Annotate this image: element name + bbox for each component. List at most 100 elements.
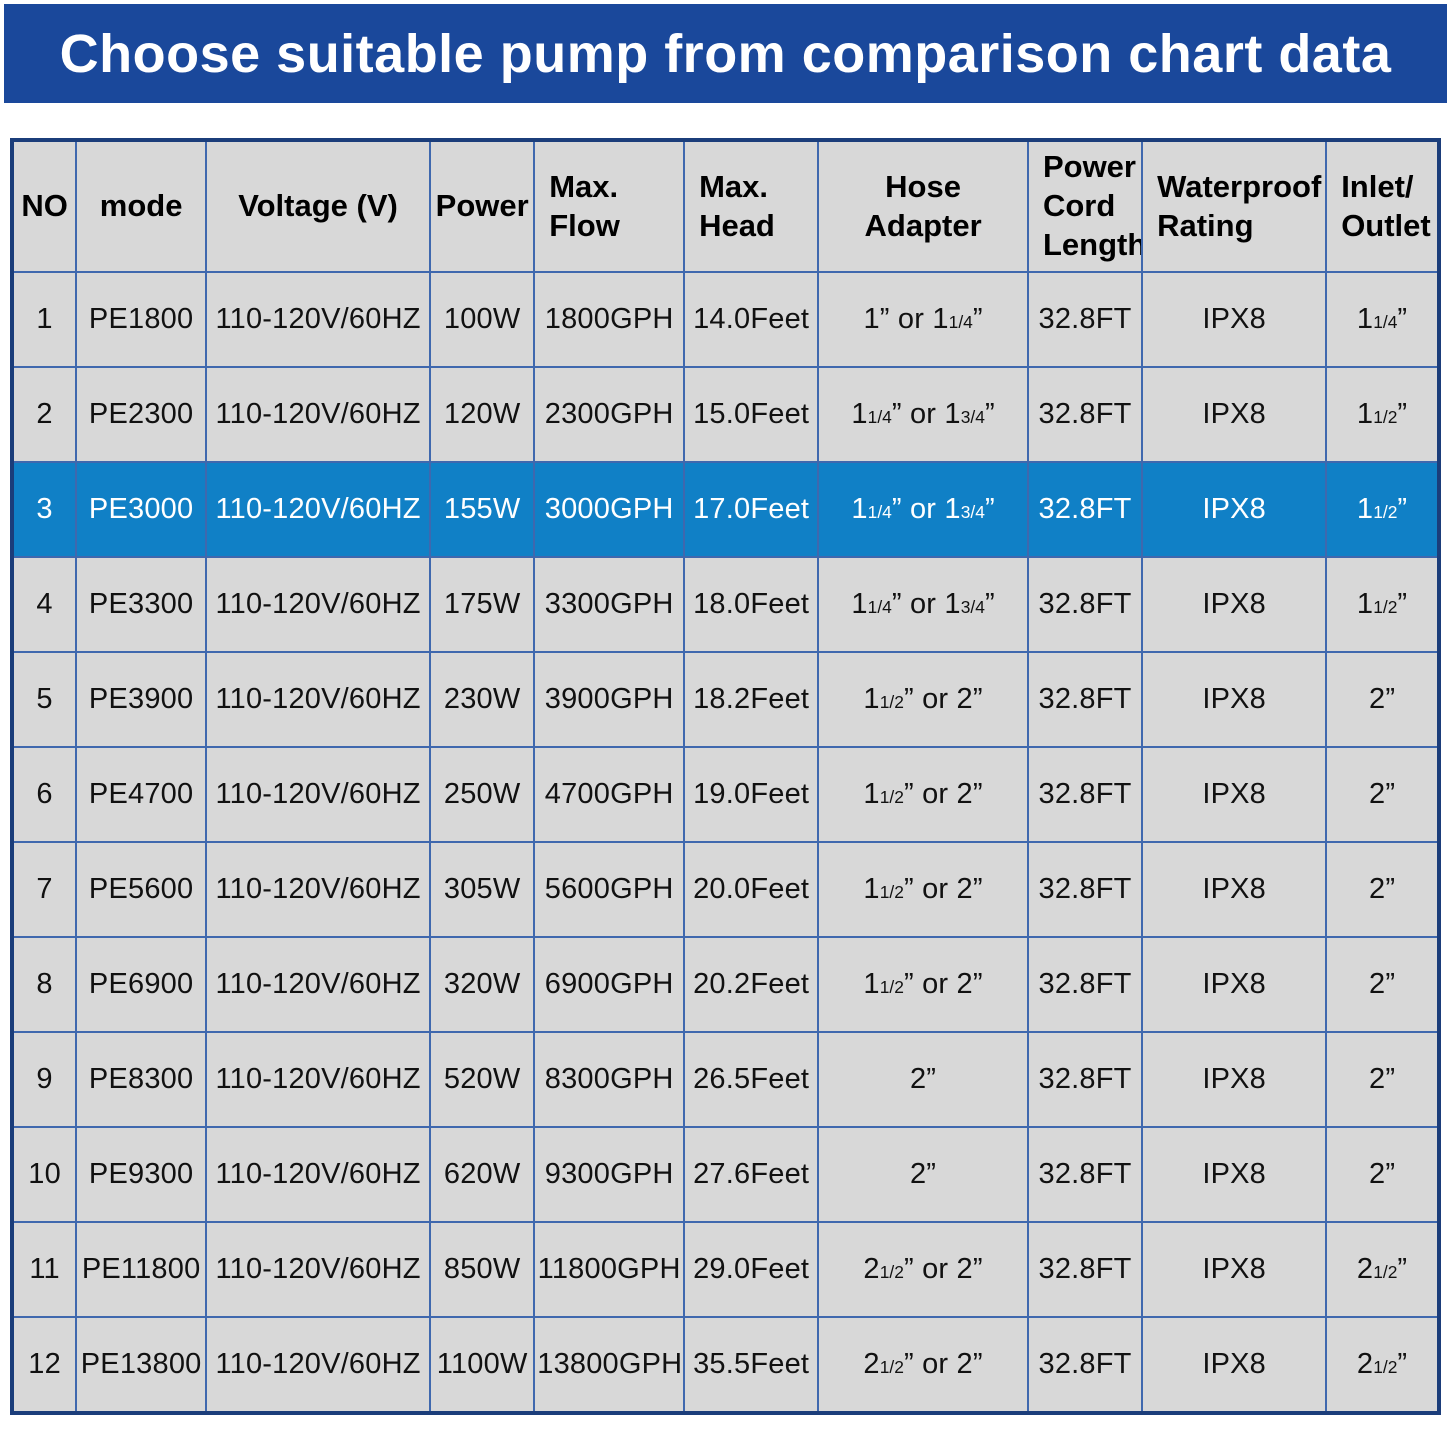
cell-mode: PE8300 (75, 1031, 208, 1128)
cell-power: 320W (429, 936, 536, 1033)
cell-inlet_outlet: 2” (1325, 1126, 1440, 1223)
cell-power: 850W (429, 1221, 536, 1318)
cell-max_flow: 3000GPH (533, 461, 686, 558)
fraction: 1/2 (1373, 597, 1398, 617)
cell-hose_adapter: 11/2” or 2” (817, 746, 1029, 843)
cell-no: 1 (10, 271, 78, 368)
cell-max_head: 14.0Feet (683, 271, 820, 368)
cell-inlet_outlet: 11/2” (1325, 461, 1440, 558)
cell-hose_adapter: 21/2” or 2” (817, 1221, 1029, 1318)
cell-inlet_outlet: 21/2” (1325, 1221, 1440, 1318)
cell-no: 10 (10, 1126, 78, 1223)
fraction: 1/2 (1373, 1262, 1398, 1282)
cell-hose_adapter: 11/2” or 2” (817, 651, 1029, 748)
cell-hose_adapter: 1” or 11/4” (817, 271, 1029, 368)
fraction: 1/4 (867, 502, 892, 522)
cell-max_head: 20.2Feet (683, 936, 820, 1033)
table-row: 6 PE4700 110-120V/60HZ 250W 4700GPH 19.0Feet 1… (10, 746, 1440, 843)
table-row: 1 PE1800 110-120V/60HZ 100W 1800GPH 14.0Feet 1… (10, 271, 1440, 368)
fraction: 3/4 (960, 597, 985, 617)
table-row: 5 PE3900 110-120V/60HZ 230W 3900GPH 18.2Feet 1… (10, 651, 1440, 748)
table-row: 4 PE3300 110-120V/60HZ 175W 3300GPH 18.0Feet 1… (10, 556, 1440, 653)
cell-mode: PE3000 (75, 461, 208, 558)
cell-waterproof: IPX8 (1141, 556, 1328, 653)
cell-no: 7 (10, 841, 78, 938)
table-row: 11 PE11800 110-120V/60HZ 850W 11800GPH 29.0Fe… (10, 1221, 1440, 1318)
cell-no: 5 (10, 651, 78, 748)
cell-inlet_outlet: 21/2” (1325, 1316, 1440, 1414)
cell-hose_adapter: 2” (817, 1126, 1029, 1223)
fraction: 1/2 (1373, 407, 1398, 427)
fraction: 1/2 (879, 692, 904, 712)
cell-no: 3 (10, 461, 78, 558)
fraction: 1/2 (879, 787, 904, 807)
cell-mode: PE3900 (75, 651, 208, 748)
cell-hose_adapter: 11/4” or 13/4” (817, 366, 1029, 463)
column-header-waterproof: Waterproof Rating (1141, 139, 1328, 273)
cell-max_flow: 6900GPH (533, 936, 686, 1033)
cell-voltage: 110-120V/60HZ (205, 1126, 432, 1223)
banner: Choose suitable pump from comparison cha… (4, 4, 1447, 103)
cell-max_head: 29.0Feet (683, 1221, 820, 1318)
table-row: 7 PE5600 110-120V/60HZ 305W 5600GPH 20.0Feet 1… (10, 841, 1440, 938)
column-header-voltage: Voltage (V) (205, 139, 432, 273)
cell-waterproof: IPX8 (1141, 461, 1328, 558)
cell-mode: PE4700 (75, 746, 208, 843)
cell-power_cord: 32.8FT (1026, 1316, 1144, 1414)
column-header-no: NO (10, 139, 78, 273)
fraction: 1/2 (879, 977, 904, 997)
cell-inlet_outlet: 2” (1325, 841, 1440, 938)
table-row-highlighted: 3 PE3000 110-120V/60HZ 155W 3000GPH 17.0Feet 1… (10, 461, 1440, 558)
fraction: 1/2 (879, 1262, 904, 1282)
fraction: 1/2 (1373, 502, 1398, 522)
cell-power: 1100W (429, 1316, 536, 1414)
fraction: 1/4 (948, 312, 973, 332)
cell-max_head: 18.2Feet (683, 651, 820, 748)
cell-mode: PE5600 (75, 841, 208, 938)
page-title: Choose suitable pump from comparison cha… (59, 23, 1392, 84)
cell-power: 305W (429, 841, 536, 938)
cell-power: 520W (429, 1031, 536, 1128)
cell-no: 8 (10, 936, 78, 1033)
cell-power_cord: 32.8FT (1026, 1126, 1144, 1223)
cell-max_flow: 3300GPH (533, 556, 686, 653)
cell-max_flow: 4700GPH (533, 746, 686, 843)
cell-power: 230W (429, 651, 536, 748)
cell-voltage: 110-120V/60HZ (205, 1221, 432, 1318)
cell-voltage: 110-120V/60HZ (205, 271, 432, 368)
cell-max_flow: 13800GPH (533, 1316, 686, 1414)
cell-waterproof: IPX8 (1141, 1221, 1328, 1318)
column-header-max_flow: Max. Flow (533, 139, 686, 273)
cell-max_head: 27.6Feet (683, 1126, 820, 1223)
pump-comparison-table: NO mode Voltage (V) Power Max. Flow Max. Head… (10, 138, 1441, 1415)
cell-voltage: 110-120V/60HZ (205, 936, 432, 1033)
cell-inlet_outlet: 11/4” (1325, 271, 1440, 368)
cell-max_head: 19.0Feet (683, 746, 820, 843)
cell-inlet_outlet: 11/2” (1325, 366, 1440, 463)
cell-hose_adapter: 21/2” or 2” (817, 1316, 1029, 1414)
cell-power: 175W (429, 556, 536, 653)
cell-power_cord: 32.8FT (1026, 556, 1144, 653)
table-row: 2 PE2300 110-120V/60HZ 120W 2300GPH 15.0Feet 1… (10, 366, 1440, 463)
table-row: 9 PE8300 110-120V/60HZ 520W 8300GPH 26.5Feet 2… (10, 1031, 1440, 1128)
cell-power_cord: 32.8FT (1026, 1221, 1144, 1318)
cell-power: 100W (429, 271, 536, 368)
cell-mode: PE9300 (75, 1126, 208, 1223)
table-row: 8 PE6900 110-120V/60HZ 320W 6900GPH 20.2Feet 1… (10, 936, 1440, 1033)
cell-hose_adapter: 11/2” or 2” (817, 936, 1029, 1033)
cell-max_flow: 2300GPH (533, 366, 686, 463)
cell-max_head: 18.0Feet (683, 556, 820, 653)
cell-power_cord: 32.8FT (1026, 746, 1144, 843)
cell-hose_adapter: 2” (817, 1031, 1029, 1128)
cell-hose_adapter: 11/2” or 2” (817, 841, 1029, 938)
cell-waterproof: IPX8 (1141, 1316, 1328, 1414)
cell-waterproof: IPX8 (1141, 651, 1328, 748)
fraction: 1/2 (1373, 1357, 1398, 1377)
column-header-power: Power (429, 139, 536, 273)
fraction: 1/4 (867, 597, 892, 617)
cell-waterproof: IPX8 (1141, 1031, 1328, 1128)
cell-max_flow: 8300GPH (533, 1031, 686, 1128)
cell-max_flow: 1800GPH (533, 271, 686, 368)
fraction: 3/4 (960, 502, 985, 522)
cell-power: 155W (429, 461, 536, 558)
